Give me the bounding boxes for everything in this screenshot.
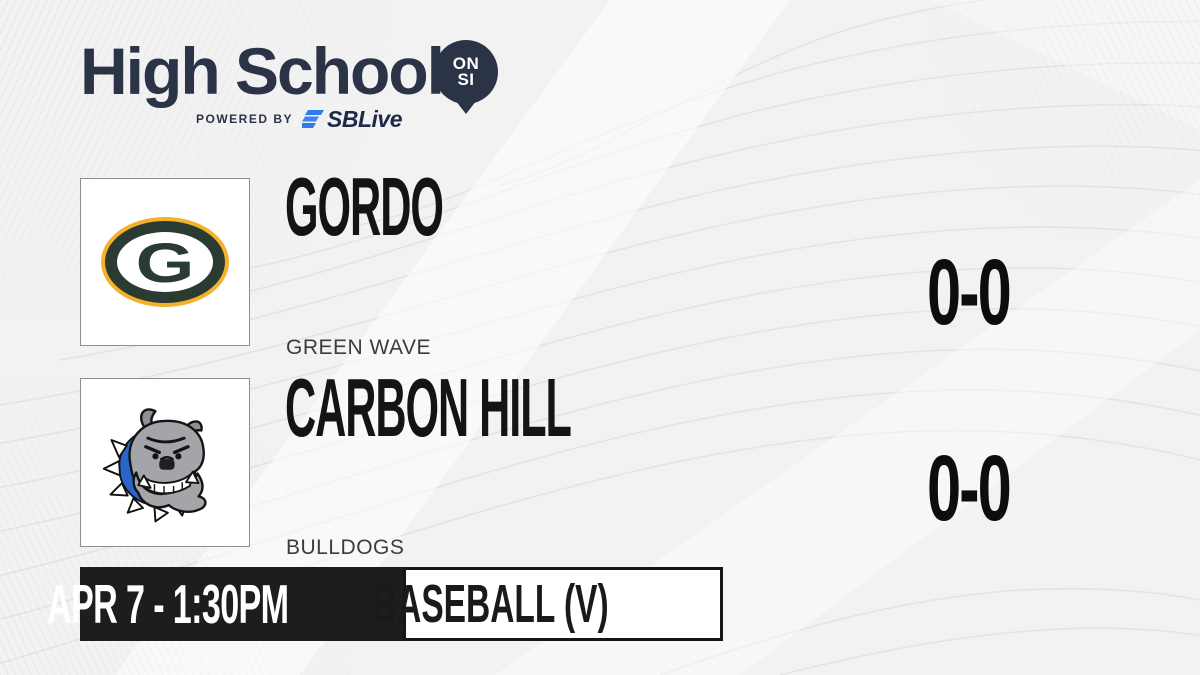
team1-name: GORDO (285, 165, 589, 248)
team1-record-text: 0-0 (927, 240, 1012, 344)
powered-by-label: POWERED BY (196, 112, 294, 126)
team1-logo-box: G (80, 178, 250, 346)
carbon-hill-bulldog-logo-icon (102, 407, 207, 522)
onsi-badge-line1: ON (452, 53, 480, 73)
team2-record-text: 0-0 (927, 436, 1012, 540)
brand-title: High School (80, 34, 445, 108)
svg-text:G: G (136, 232, 195, 294)
gordo-g-logo-icon: G (101, 217, 229, 307)
team2-record: 0-0 (927, 442, 1052, 535)
onsi-pin-icon: ON SI (434, 40, 498, 104)
onsi-badge-line2: SI (457, 70, 475, 89)
sblive-logo: SBLive (302, 106, 402, 133)
game-datetime-text: APR 7 - 1:30PM (46, 573, 289, 635)
team1-record: 0-0 (927, 246, 1052, 339)
team2-logo-box (80, 378, 250, 547)
team2-name: CARBON HILL (285, 366, 835, 449)
game-sport-text: BASEBALL (V) (373, 574, 609, 634)
team2-mascot: BULLDOGS (286, 536, 405, 559)
powered-by-row: POWERED BY SBLive (196, 106, 402, 132)
sblive-s-icon (302, 110, 325, 128)
sblive-wordmark: SBLive (327, 105, 402, 132)
team1-name-text: GORDO (285, 160, 444, 253)
game-datetime-box: APR 7 - 1:30PM (47, 567, 403, 641)
team2-name-text: CARBON HILL (285, 361, 572, 454)
team1-mascot: GREEN WAVE (286, 336, 432, 359)
game-sport-box: BASEBALL (V) (373, 567, 723, 641)
